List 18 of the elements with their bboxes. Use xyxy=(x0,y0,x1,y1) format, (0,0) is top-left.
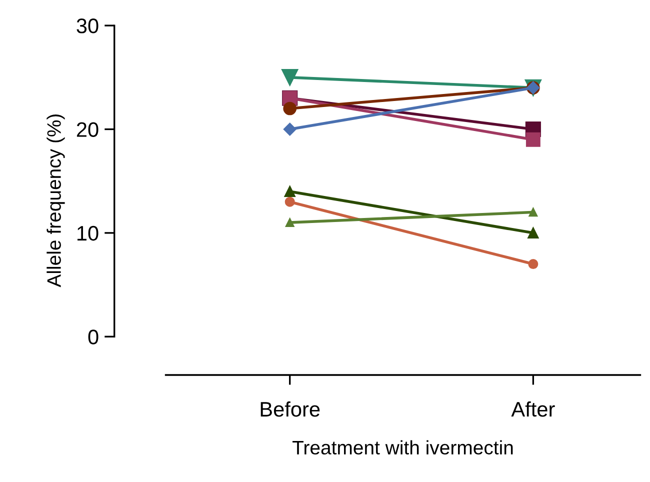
point xyxy=(528,259,538,270)
x-tick-label: Before xyxy=(260,401,320,417)
point xyxy=(284,196,295,207)
x-axis-title: Treatment with ivermectin xyxy=(292,440,513,455)
y-tick-label: 30 xyxy=(76,18,98,34)
point xyxy=(284,186,296,198)
x-tick-label: After xyxy=(511,401,555,417)
point xyxy=(528,208,538,217)
point xyxy=(285,218,294,228)
y-tick-label: 20 xyxy=(76,122,98,137)
point xyxy=(283,122,296,136)
point xyxy=(526,132,540,147)
point xyxy=(528,227,539,238)
point xyxy=(282,69,298,86)
y-tick-label: 0 xyxy=(88,330,98,344)
y-axis-title: Allele frequency (%) xyxy=(46,114,65,288)
y-tick-label: 10 xyxy=(78,226,98,241)
point xyxy=(283,102,297,116)
